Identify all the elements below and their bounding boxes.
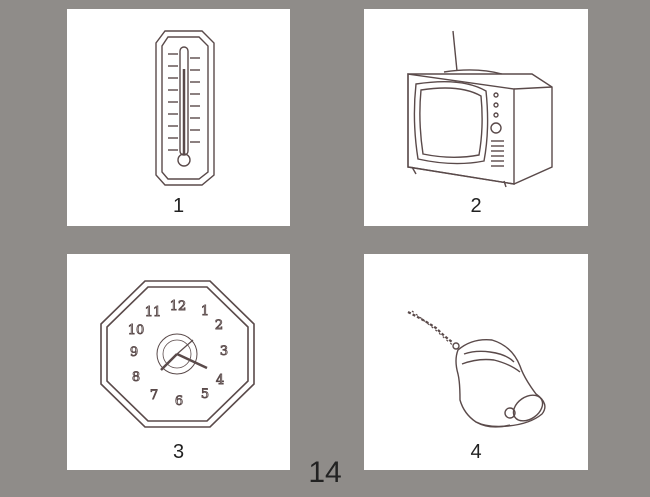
card-number-label: 2 xyxy=(470,195,482,217)
clock-numeral: 9 xyxy=(130,345,138,360)
clock-numeral: 11 xyxy=(145,305,162,320)
card-number-label: 3 xyxy=(172,441,185,463)
clock-numeral: 8 xyxy=(132,370,140,385)
clock-numeral: 4 xyxy=(216,373,224,388)
page-number: 14 xyxy=(308,456,342,489)
bell-icon xyxy=(407,310,546,428)
clock-numeral: 6 xyxy=(175,394,183,409)
wall-clock-icon: 12 1 2 3 4 5 6 7 8 9 10 11 xyxy=(100,280,255,428)
picture-card-2[interactable]: 2 xyxy=(364,9,588,226)
picture-card-3[interactable]: 12 1 2 3 4 5 6 7 8 9 10 11 3 xyxy=(67,254,290,470)
card-number-label: 1 xyxy=(172,195,185,217)
picture-card-1[interactable]: 1 xyxy=(67,9,290,226)
picture-card-4[interactable]: 4 xyxy=(364,254,588,470)
clock-numeral: 1 xyxy=(201,304,209,319)
clock-numeral: 12 xyxy=(170,299,187,314)
clock-numeral: 2 xyxy=(215,318,223,333)
clock-numeral: 10 xyxy=(128,323,145,338)
clock-numeral: 5 xyxy=(201,387,209,402)
clock-numeral: 3 xyxy=(220,344,228,359)
television-icon xyxy=(407,30,553,188)
thermometer-icon xyxy=(155,30,215,186)
card-number-label: 4 xyxy=(470,441,482,463)
clock-numeral: 7 xyxy=(150,388,158,403)
